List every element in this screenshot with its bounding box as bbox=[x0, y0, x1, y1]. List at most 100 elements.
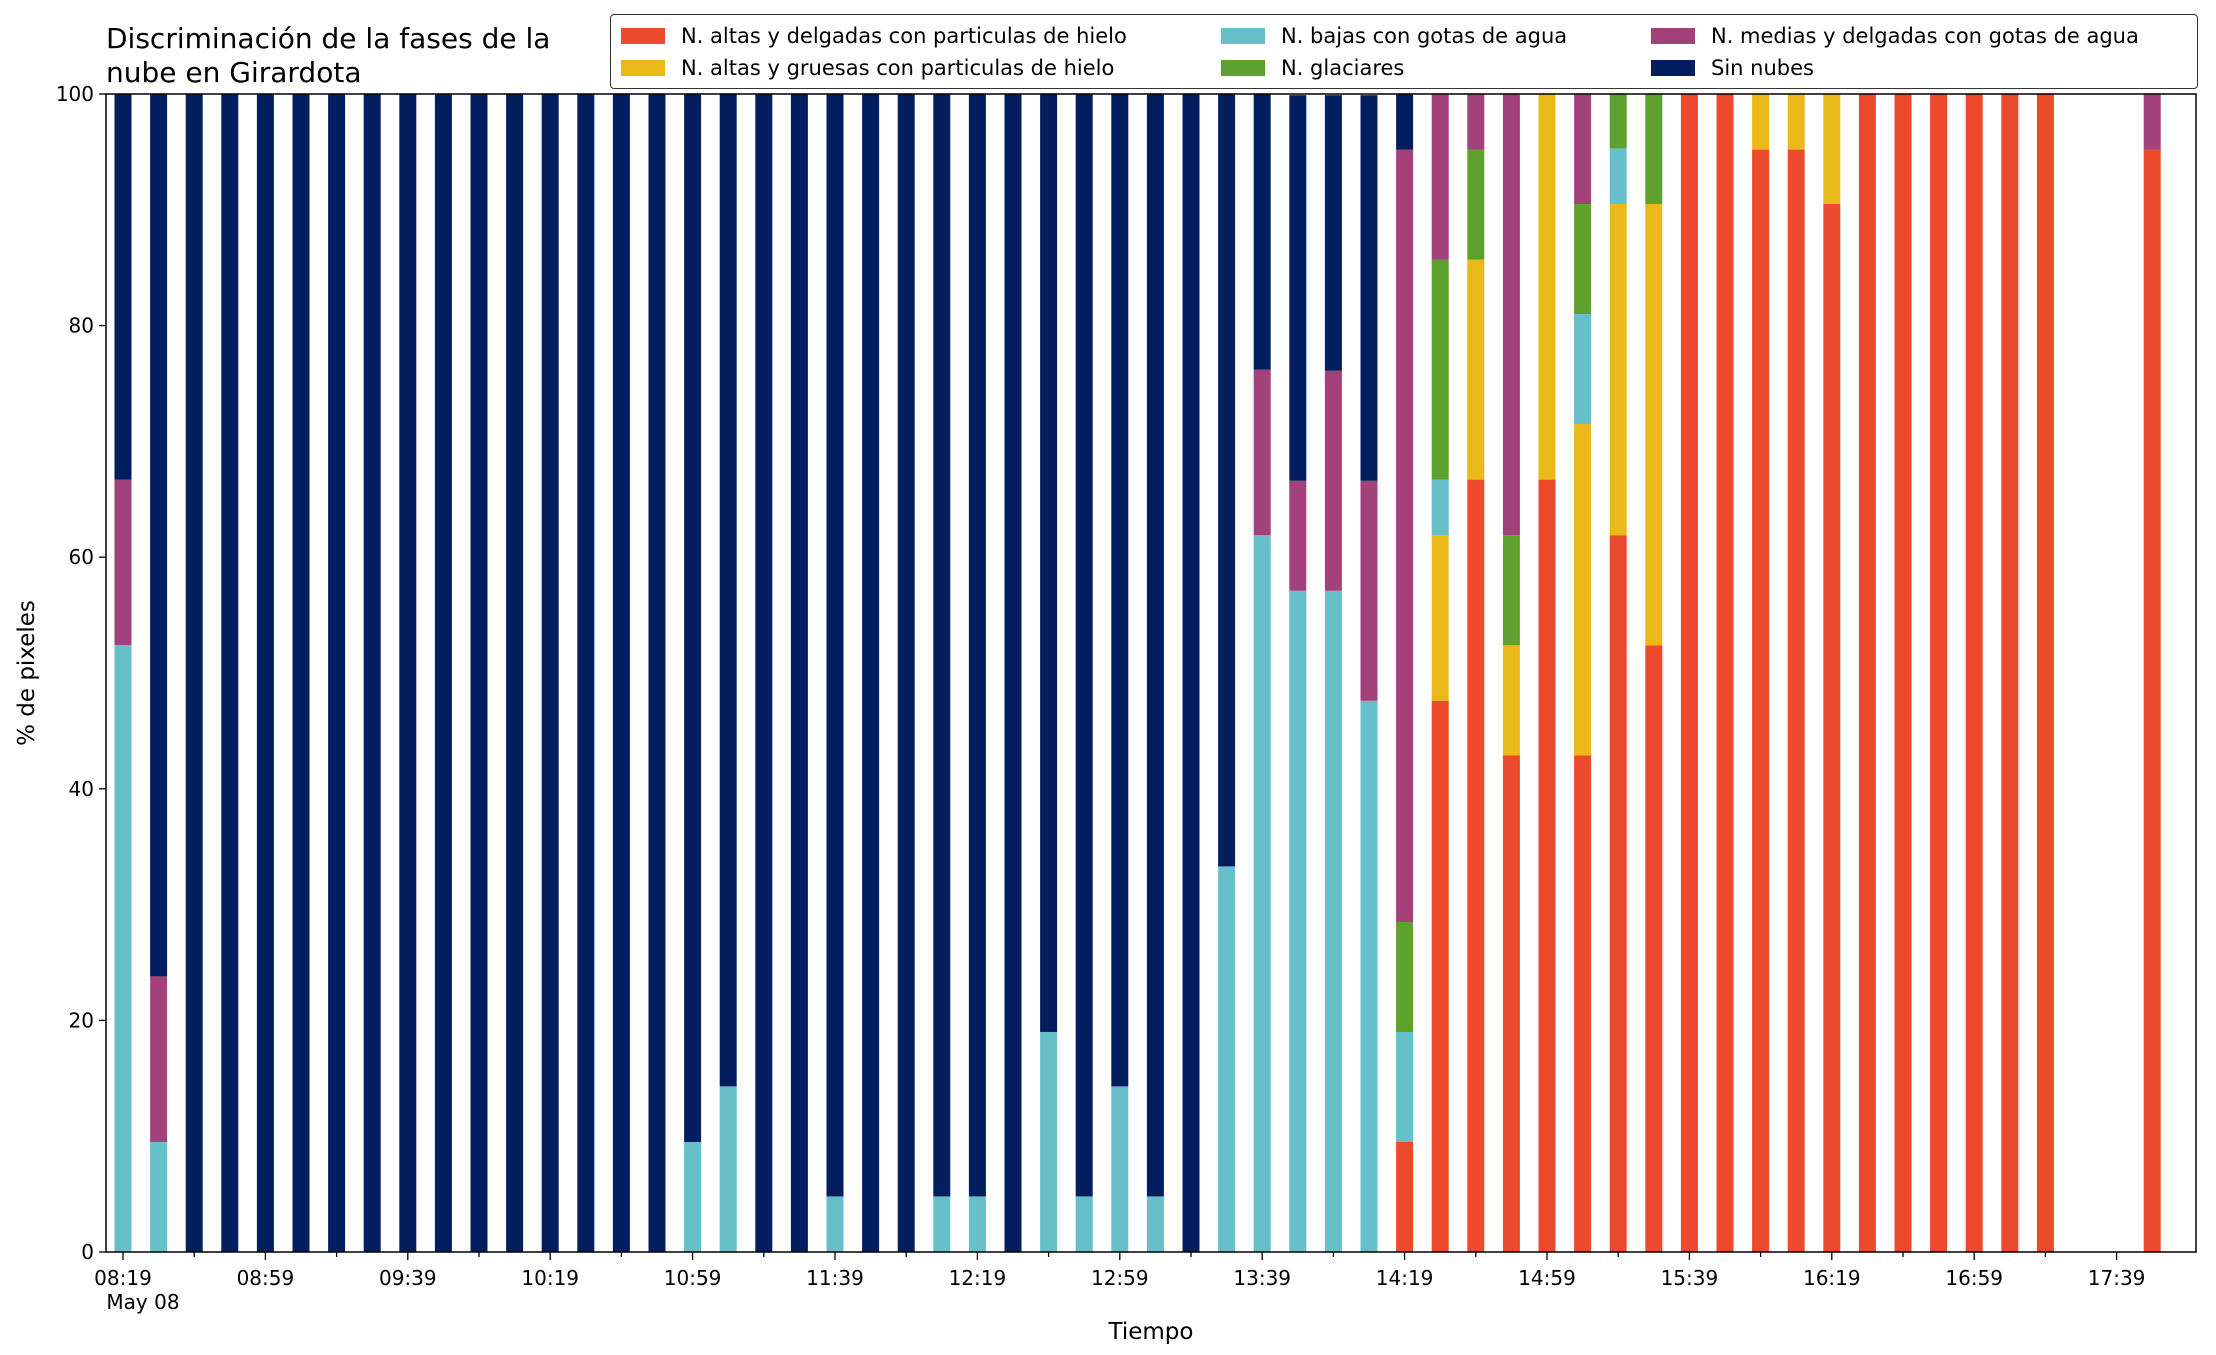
bar-segment bbox=[1574, 755, 1592, 1252]
legend-item-sin-nubes: Sin nubes bbox=[1651, 53, 1814, 83]
bar-segment bbox=[1502, 94, 1520, 536]
bar-segment bbox=[221, 94, 239, 1252]
bar-segment bbox=[1396, 94, 1414, 150]
bar-segment bbox=[2036, 94, 2054, 1252]
bar-segment bbox=[1752, 94, 1770, 150]
bar-segment bbox=[1502, 645, 1520, 756]
legend-label: N. altas y gruesas con particulas de hie… bbox=[681, 56, 1115, 80]
bar-segment bbox=[968, 94, 986, 1197]
bar-segment bbox=[292, 94, 310, 1252]
bar-segment bbox=[1894, 94, 1912, 1252]
bar-segment bbox=[1538, 94, 1556, 480]
legend-label: N. bajas con gotas de agua bbox=[1281, 24, 1568, 48]
bar-segment bbox=[114, 645, 132, 1252]
bar-segment bbox=[150, 1141, 168, 1252]
bar-segment bbox=[1040, 1031, 1058, 1252]
bar-segment bbox=[1574, 424, 1592, 756]
legend-swatch bbox=[621, 60, 665, 76]
bar-segment bbox=[684, 1141, 702, 1252]
bar-segment bbox=[1431, 479, 1449, 536]
bar-segment bbox=[1360, 480, 1378, 701]
bar-segment bbox=[577, 94, 595, 1252]
bar-segment bbox=[862, 94, 880, 1252]
bar-segment bbox=[1645, 204, 1663, 646]
bar-segment bbox=[506, 94, 524, 1252]
legend-item-glaciares: N. glaciares bbox=[1221, 53, 1404, 83]
bar-segment bbox=[826, 94, 844, 1197]
bar-segment bbox=[150, 976, 168, 1142]
x-tick-sublabel: May 08 bbox=[106, 1290, 179, 1314]
bar-segment bbox=[1289, 590, 1307, 1252]
x-tick-label: 13:39 bbox=[1233, 1266, 1291, 1290]
bar-segment bbox=[2001, 94, 2019, 1252]
x-tick-label: 11:39 bbox=[806, 1266, 864, 1290]
bar-segment bbox=[1858, 94, 1876, 1252]
bar-segment bbox=[1787, 149, 1805, 1253]
chart-title-line-2: nube en Girardota bbox=[106, 56, 362, 89]
bar-segment bbox=[1075, 1196, 1093, 1252]
bar-segment bbox=[1253, 535, 1271, 1252]
bar-segment bbox=[755, 94, 773, 1252]
bar-segment bbox=[1396, 149, 1414, 922]
bar-segment bbox=[150, 94, 168, 977]
legend-swatch bbox=[1221, 60, 1265, 76]
x-axis-label: Tiempo bbox=[1108, 1319, 1194, 1345]
bar-segment bbox=[1360, 95, 1378, 481]
legend-label: N. medias y delgadas con gotas de agua bbox=[1711, 24, 2139, 48]
bar-segment bbox=[1574, 204, 1592, 315]
bar-segment bbox=[1538, 479, 1556, 1252]
bar-segment bbox=[719, 94, 737, 1087]
y-tick-label: 60 bbox=[69, 545, 94, 569]
bar-segment bbox=[1823, 204, 1841, 1252]
bar-segment bbox=[1182, 94, 1200, 1252]
y-tick-label: 20 bbox=[69, 1008, 94, 1032]
bar-segment bbox=[1502, 755, 1520, 1252]
bar-segment bbox=[1645, 94, 1663, 205]
bar-segment bbox=[256, 94, 274, 1252]
bar-segment bbox=[790, 94, 808, 1252]
bar-segment bbox=[1680, 94, 1698, 1252]
bar-segment bbox=[541, 94, 559, 1252]
bar-segment bbox=[1930, 94, 1948, 1252]
bar-segment bbox=[968, 1196, 986, 1252]
legend-item-bajas: N. bajas con gotas de agua bbox=[1221, 21, 1567, 51]
x-tick-label: 16:59 bbox=[1945, 1266, 2003, 1290]
bar-segment bbox=[684, 94, 702, 1142]
bar-segment bbox=[1431, 535, 1449, 701]
legend-swatch bbox=[621, 28, 665, 44]
y-tick-label: 0 bbox=[81, 1240, 94, 1264]
bar-segment bbox=[2143, 94, 2161, 150]
bar-segment bbox=[1823, 94, 1841, 205]
bar-segment bbox=[1645, 645, 1663, 1252]
bar-segment bbox=[1253, 94, 1271, 370]
x-tick-label: 15:39 bbox=[1661, 1266, 1719, 1290]
y-tick-label: 80 bbox=[69, 314, 94, 338]
legend-item-medias: N. medias y delgadas con gotas de agua bbox=[1651, 21, 2139, 51]
bar-segment bbox=[1253, 369, 1271, 536]
bar-segment bbox=[399, 94, 417, 1252]
bar-segment bbox=[1752, 149, 1770, 1253]
bar-segment bbox=[185, 94, 203, 1252]
x-tick-label: 08:59 bbox=[237, 1266, 295, 1290]
bar-segment bbox=[1609, 204, 1627, 536]
bar-segment bbox=[1075, 94, 1093, 1197]
x-tick-label: 10:19 bbox=[521, 1266, 579, 1290]
bar-segment bbox=[1431, 700, 1449, 1252]
bar-segment bbox=[933, 1196, 951, 1252]
bar-segment bbox=[1609, 148, 1627, 205]
y-tick-label: 100 bbox=[56, 82, 94, 106]
bar-segment bbox=[1360, 700, 1378, 1252]
bar-segment bbox=[470, 94, 488, 1252]
bar-segment bbox=[1218, 94, 1236, 867]
bar-segment bbox=[1502, 535, 1520, 646]
bar-segment bbox=[1146, 94, 1164, 1197]
bar-segment bbox=[1787, 94, 1805, 150]
y-tick-label: 40 bbox=[69, 777, 94, 801]
bar-segment bbox=[1574, 314, 1592, 425]
bar-segment bbox=[1289, 480, 1307, 591]
bar-segment bbox=[1467, 259, 1485, 480]
bar-segment bbox=[1609, 94, 1627, 149]
bar-segment bbox=[114, 94, 132, 480]
